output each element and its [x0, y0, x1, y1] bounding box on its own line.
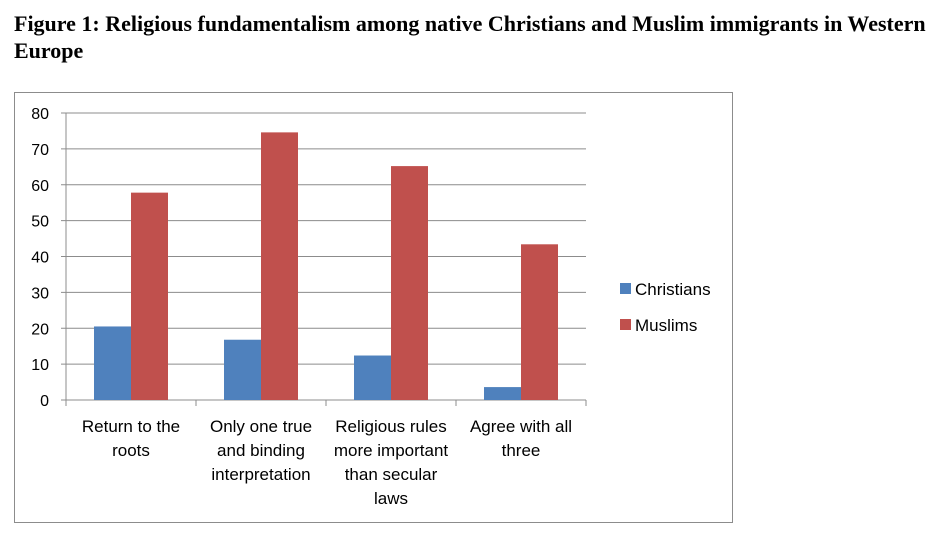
x-category-label: Only one true and binding interpretation [210, 417, 312, 484]
bar-muslims [131, 192, 168, 400]
x-category-label-line: interpretation [211, 465, 310, 484]
x-category-label: Religious rules more important than secula… [334, 417, 449, 508]
bar-christians [224, 339, 261, 400]
x-category-label-line: Agree with all [470, 417, 572, 436]
x-category-label-line: and binding [217, 441, 305, 460]
figure-title: Figure 1: Religious fundamentalism among… [14, 11, 926, 63]
x-category-label-line: than secular [345, 465, 438, 484]
bar-christians [484, 387, 521, 400]
legend-swatch-christians [620, 283, 631, 294]
x-category-label-line: Only one true [210, 417, 312, 436]
y-tick-label: 30 [31, 285, 49, 302]
legend-label-muslims: Muslims [635, 316, 697, 335]
bar-muslims [261, 132, 298, 400]
bar-christians [94, 326, 131, 400]
x-category-label-line: roots [112, 441, 150, 460]
x-category-label-line: laws [374, 489, 408, 508]
legend-label-christians: Christians [635, 280, 711, 299]
legend-swatch-muslims [620, 319, 631, 330]
y-tick-label: 50 [31, 214, 49, 231]
y-tick-label: 70 [31, 142, 49, 159]
x-category-label-line: Religious rules [335, 417, 447, 436]
x-category-label-line: three [502, 441, 541, 460]
bar-muslims [391, 166, 428, 400]
y-tick-label: 40 [31, 250, 49, 267]
bar-christians [354, 355, 391, 400]
x-category-label: Agree with all three [470, 417, 572, 460]
y-tick-label: 0 [40, 393, 49, 410]
bar-muslims [521, 244, 558, 400]
x-category-label-line: more important [334, 441, 449, 460]
x-category-label: Return to the roots [82, 417, 180, 460]
x-category-label-line: Return to the [82, 417, 180, 436]
y-tick-label: 60 [31, 178, 49, 195]
y-tick-label: 80 [31, 106, 49, 123]
y-tick-label: 10 [31, 357, 49, 374]
y-tick-label: 20 [31, 321, 49, 338]
